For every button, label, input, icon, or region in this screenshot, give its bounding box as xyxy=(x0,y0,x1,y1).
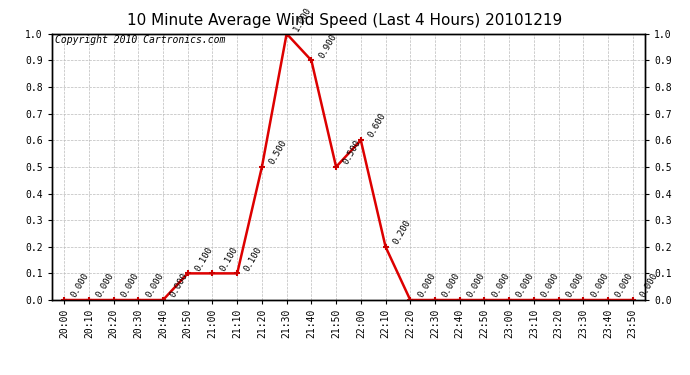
Text: 0.600: 0.600 xyxy=(366,112,388,140)
Text: 0.000: 0.000 xyxy=(465,272,486,299)
Text: 10 Minute Average Wind Speed (Last 4 Hours) 20101219: 10 Minute Average Wind Speed (Last 4 Hou… xyxy=(128,13,562,28)
Text: 0.000: 0.000 xyxy=(70,272,91,299)
Text: 0.000: 0.000 xyxy=(515,272,536,299)
Text: 1.000: 1.000 xyxy=(292,5,313,33)
Text: 0.000: 0.000 xyxy=(416,272,437,299)
Text: 0.500: 0.500 xyxy=(342,138,363,166)
Text: Copyright 2010 Cartronics.com: Copyright 2010 Cartronics.com xyxy=(55,35,225,45)
Text: 0.000: 0.000 xyxy=(613,272,635,299)
Text: 0.500: 0.500 xyxy=(268,138,288,166)
Text: 0.200: 0.200 xyxy=(391,218,413,246)
Text: 0.000: 0.000 xyxy=(564,272,585,299)
Text: 0.000: 0.000 xyxy=(440,272,462,299)
Text: 0.900: 0.900 xyxy=(317,32,338,60)
Text: 0.100: 0.100 xyxy=(193,245,215,273)
Text: 0.100: 0.100 xyxy=(218,245,239,273)
Text: 0.000: 0.000 xyxy=(589,272,610,299)
Text: 0.000: 0.000 xyxy=(540,272,561,299)
Text: 0.000: 0.000 xyxy=(95,272,116,299)
Text: 0.100: 0.100 xyxy=(243,245,264,273)
Text: 0.000: 0.000 xyxy=(168,272,190,299)
Text: 0.000: 0.000 xyxy=(119,272,140,299)
Text: 0.000: 0.000 xyxy=(144,272,165,299)
Text: 0.000: 0.000 xyxy=(490,272,511,299)
Text: 0.000: 0.000 xyxy=(638,272,660,299)
